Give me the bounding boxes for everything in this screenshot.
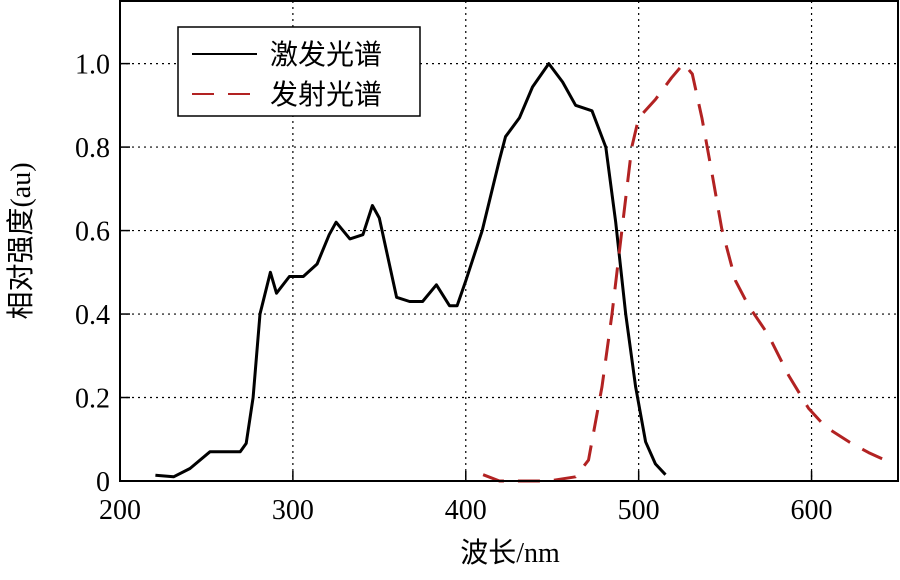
y-tick-label: 0: [96, 467, 110, 498]
y-tick-label: 1.0: [75, 50, 110, 81]
ticks: 200 300 400 500 600 0 0.2 0.4 0.6 0.8 1.0: [75, 50, 833, 526]
legend-label-excitation: 激发光谱: [270, 39, 382, 71]
legend-label-emission: 发射光谱: [270, 79, 382, 111]
x-tick-label: 300: [272, 495, 314, 526]
x-tick-label: 500: [618, 495, 660, 526]
grid: [120, 1, 898, 481]
y-tick-label: 0.8: [75, 133, 110, 164]
x-tick-label: 600: [791, 495, 833, 526]
legend: 激发光谱 发射光谱: [177, 26, 421, 117]
y-tick-label: 0.2: [75, 384, 110, 415]
x-tick-label: 200: [99, 495, 141, 526]
x-axis-label: 波长/nm: [460, 537, 560, 569]
series-line-excitation: [155, 62, 667, 479]
series-layer: [155, 62, 890, 483]
plot-frame: [119, 0, 899, 482]
series-line-emission: [482, 62, 890, 483]
y-tick-label: 0.6: [75, 217, 110, 248]
y-tick-label: 0.4: [75, 300, 110, 331]
x-tick-label: 400: [445, 495, 487, 526]
legend-box: [177, 26, 421, 117]
y-axis-label: 相对强度(au): [5, 162, 37, 319]
